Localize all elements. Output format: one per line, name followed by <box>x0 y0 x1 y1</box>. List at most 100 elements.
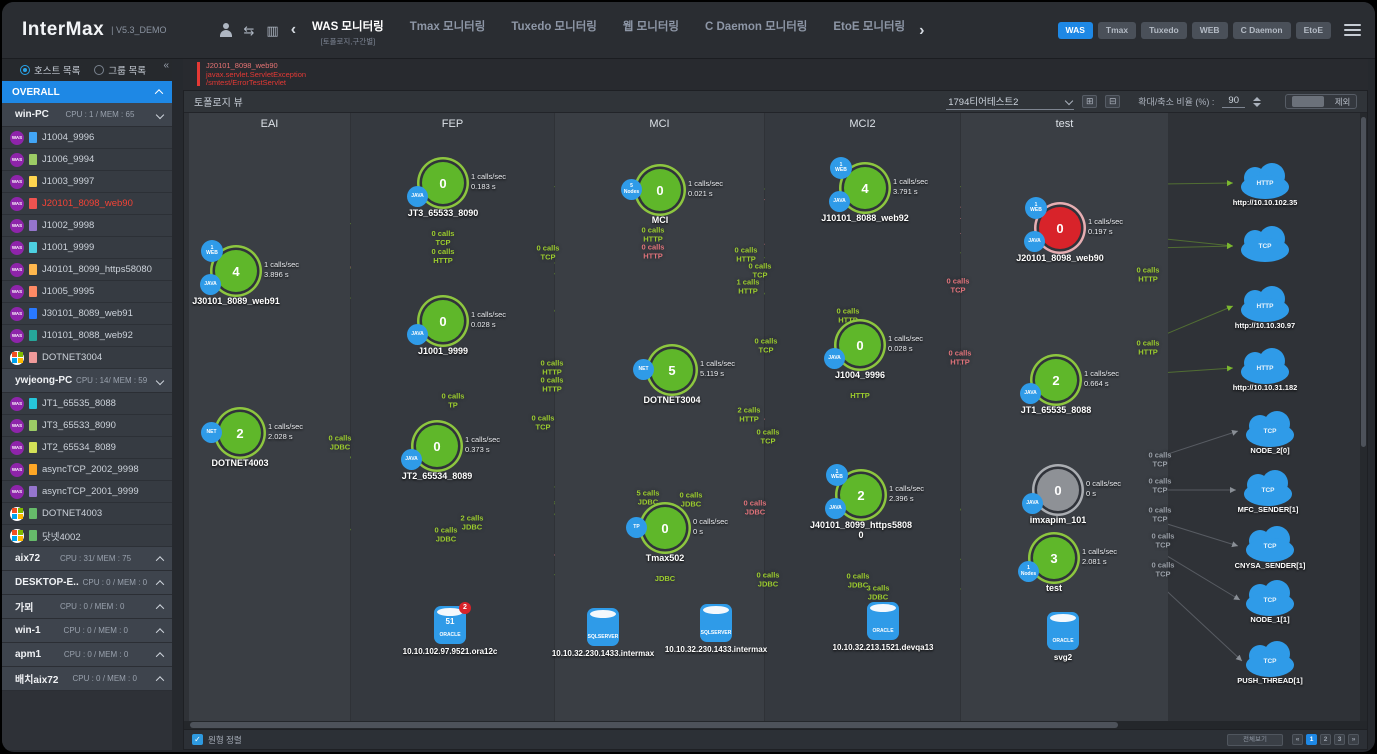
quick-button-web[interactable]: WEB <box>1191 21 1228 39</box>
sidebar-item[interactable]: WAS J40101_8099_https58080 <box>2 259 172 281</box>
host-header-배치aix72[interactable]: 배치aix72 CPU : 0 / MEM : 0 <box>2 667 172 691</box>
page-button-«[interactable]: « <box>1292 734 1303 745</box>
node-badge-5-nodes: 5 Nodes <box>621 179 642 200</box>
was-badge-icon: WAS <box>10 306 24 321</box>
sidebar-item[interactable]: WAS J1006_9994 <box>2 149 172 171</box>
vertical-scrollbar[interactable] <box>1360 113 1367 721</box>
sidebar-item[interactable]: WAS J20101_8098_web90 <box>2 193 172 215</box>
nav-prev-icon[interactable]: ‹ <box>290 21 297 38</box>
horizontal-scrollbar[interactable] <box>184 721 1367 729</box>
host-cpu-mem: CPU : 0 / MEM : 0 <box>59 602 125 611</box>
overall-header[interactable]: OVERALL <box>2 81 172 103</box>
page-button-3[interactable]: 3 <box>1334 734 1345 745</box>
edge-call-label: 0 calls TCP <box>536 243 560 261</box>
instance-name: DOTNET4003 <box>42 508 103 519</box>
horizontal-scrollbar-thumb[interactable] <box>190 722 1118 728</box>
tab-웹[interactable]: 웹 모니터링 <box>622 20 679 33</box>
quick-button-etoe[interactable]: EtoE <box>1295 21 1331 39</box>
tab-tuxedo[interactable]: Tuxedo 모니터링 <box>511 20 597 33</box>
node-label: J40101_8099_https5808 0 <box>809 520 913 540</box>
instance-name: J40101_8099_https58080 <box>42 264 152 275</box>
instance-name: asyncTCP_2002_9998 <box>42 464 139 475</box>
cloud-icon <box>1246 641 1294 677</box>
chevron-up-icon <box>155 627 165 637</box>
cloud-protocol: TCP <box>1263 597 1277 604</box>
cloud-label: NODE_2[0] <box>1250 446 1290 455</box>
sidebar-item[interactable]: WAS asyncTCP_2001_9999 <box>2 481 172 503</box>
quick-button-tmax[interactable]: Tmax <box>1097 21 1137 39</box>
host-header-apm1[interactable]: apm1 CPU : 0 / MEM : 0 <box>2 643 172 667</box>
host-header-win-PC[interactable]: win-PC CPU : 1 / MEM : 65 <box>2 103 172 127</box>
sidebar-item[interactable]: WAS JT3_65533_8090 <box>2 415 172 437</box>
menu-icon[interactable] <box>1344 21 1361 39</box>
user-icon[interactable] <box>219 23 232 37</box>
vertical-scrollbar-thumb[interactable] <box>1361 117 1366 447</box>
panels-icon[interactable]: ▥ <box>266 22 279 38</box>
sidebar-item[interactable]: WAS J1002_9998 <box>2 215 172 237</box>
sidebar-item[interactable]: WAS JT1_65535_8088 <box>2 393 172 415</box>
sidebar-item[interactable]: DOTNET4003 <box>2 503 172 525</box>
quick-button-c-daemon[interactable]: C Daemon <box>1232 21 1291 39</box>
node-label: JT2_65534_8089 <box>401 471 473 481</box>
main-nav: WAS 모니터링 [토폴로지,구간별] Tmax 모니터링 Tuxedo 모니터링 웹 … <box>312 18 905 47</box>
view-all-button[interactable]: 전체보기 <box>1227 733 1283 746</box>
page-button-»[interactable]: » <box>1348 734 1359 745</box>
tier-select[interactable]: 1794티어테스트2 <box>946 93 1075 110</box>
add-view-button[interactable]: ⊞ <box>1082 95 1098 108</box>
sidebar-collapse-icon[interactable]: « <box>163 60 169 71</box>
node-badge-1-web: 1 WEB <box>830 157 852 179</box>
tab-etoe[interactable]: EtoE 모니터링 <box>833 20 906 33</box>
zoom-stepper[interactable] <box>1253 96 1261 107</box>
chevron-up-icon <box>155 675 165 685</box>
radio-host-list[interactable]: 호스트 목록 <box>20 63 80 77</box>
topology-canvas[interactable]: EAI FEP MCI MCI2 test 0 calls JDBC 0 calls JDBC 2… <box>184 113 1367 721</box>
tab-tmax[interactable]: Tmax 모니터링 <box>409 20 486 33</box>
page-button-2[interactable]: 2 <box>1320 734 1331 745</box>
sidebar-item[interactable]: WAS J10101_8088_web92 <box>2 325 172 347</box>
status-square <box>29 176 37 187</box>
quick-button-was[interactable]: WAS <box>1057 21 1093 39</box>
database-cylinder-icon: SQLSERVER <box>700 604 732 642</box>
nav-next-icon[interactable]: › <box>919 22 925 39</box>
edge-call-label: 0 calls HTTP <box>540 358 564 376</box>
status-square <box>29 286 37 297</box>
status-square <box>29 154 37 165</box>
exclude-toggle[interactable]: 제외 <box>1285 94 1357 109</box>
cloud-protocol: HTTP <box>1256 303 1274 310</box>
quick-button-tuxedo[interactable]: Tuxedo <box>1141 21 1187 39</box>
sidebar-item[interactable]: WAS J1001_9999 <box>2 237 172 259</box>
cloud-label: http://10.10.102.35 <box>1232 198 1298 207</box>
host-header-ywjeong-PC[interactable]: ywjeong-PC CPU : 14/ MEM : 59 <box>2 369 172 393</box>
remove-view-button[interactable]: ⊟ <box>1105 95 1121 108</box>
edge-call-label: 0 calls TCP <box>1151 531 1175 549</box>
node-circle: 0 <box>644 507 686 549</box>
node-circle: 0 <box>422 300 464 342</box>
host-header-aix72[interactable]: aix72 CPU : 31/ MEM : 75 <box>2 547 172 571</box>
tab-c[interactable]: C Daemon 모니터링 <box>705 20 808 33</box>
swap-icon[interactable]: ⇆ <box>243 22 255 38</box>
sidebar-item[interactable]: WAS J1004_9996 <box>2 127 172 149</box>
status-square <box>29 352 37 363</box>
host-header-DESKTOP-E..[interactable]: DESKTOP-E.. CPU : 0 / MEM : 0 <box>2 571 172 595</box>
edge-call-label: 2 calls HTTP <box>737 405 761 423</box>
sidebar-item[interactable]: WAS JT2_65534_8089 <box>2 437 172 459</box>
error-toast[interactable]: J20101_8098_web90 javax.servlet.ServletE… <box>183 59 1368 90</box>
status-square <box>29 442 37 453</box>
page-button-1[interactable]: 1 <box>1306 734 1317 745</box>
host-header-가뫼[interactable]: 가뫼 CPU : 0 / MEM : 0 <box>2 595 172 619</box>
node-circle: 0 <box>1037 469 1079 511</box>
sidebar-item[interactable]: WAS asyncTCP_2002_9998 <box>2 459 172 481</box>
sidebar-item[interactable]: WAS J1003_9997 <box>2 171 172 193</box>
host-header-win-1[interactable]: win-1 CPU : 0 / MEM : 0 <box>2 619 172 643</box>
cloud-protocol: HTTP <box>1256 180 1274 187</box>
edge-call-label: 0 calls TCP <box>1148 505 1172 523</box>
circular-align-checkbox[interactable]: ✓ <box>192 734 203 745</box>
sidebar-item[interactable]: 닷넷4002 <box>2 525 172 547</box>
database-label: 10.10.32.213.1521.devqa13 <box>832 643 934 652</box>
tab-was[interactable]: WAS 모니터링 [토폴로지,구간별] <box>312 20 384 46</box>
sidebar-item[interactable]: DOTNET3004 <box>2 347 172 369</box>
sidebar-item[interactable]: WAS J30101_8089_web91 <box>2 303 172 325</box>
zoom-ratio-value[interactable]: 90 <box>1222 95 1245 108</box>
radio-group-list[interactable]: 그룹 목록 <box>94 63 146 77</box>
sidebar-item[interactable]: WAS J1005_9995 <box>2 281 172 303</box>
